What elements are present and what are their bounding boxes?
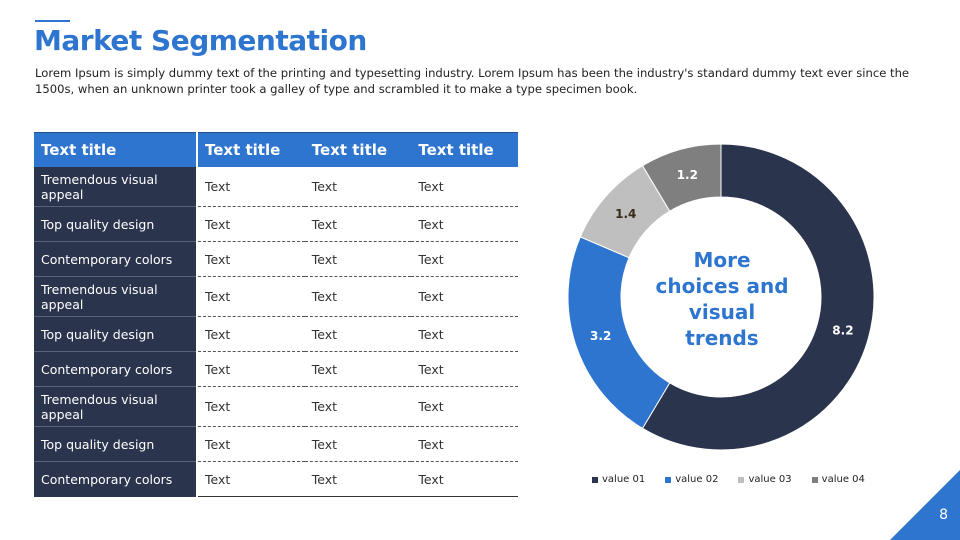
row-label: Tremendous visual appeal [34,276,198,317]
table-cell: Text [304,351,412,387]
table-cell: Text [197,316,305,352]
table-row: Contemporary colors Text Text Text [34,461,518,497]
legend-swatch [665,476,672,483]
table-row: Tremendous visual appeal Text Text Text [34,167,518,207]
table-cell: Text [304,461,412,497]
legend-swatch [811,476,818,483]
table-cell: Text [197,167,305,207]
legend-item: value 01 [592,474,645,485]
table-row: Contemporary colors Text Text Text [34,241,518,277]
table-cell: Text [197,386,305,427]
table-header-cell: Text title [411,132,518,167]
table-cell: Text [411,206,518,242]
row-label: Tremendous visual appeal [34,386,198,427]
legend-swatch [592,476,598,483]
page-subtitle: Lorem Ipsum is simply dummy text of the … [35,66,910,96]
table-cell: Text [304,386,412,427]
table-cell: Text [197,241,305,277]
legend-label: value 01 [602,474,646,485]
table-cell: Text [411,316,518,352]
table-cell: Text [411,461,518,497]
table-cell: Text [411,386,518,427]
table-cell: Text [197,426,305,462]
legend-label: value 04 [821,474,865,485]
table-cell: Text [411,241,518,277]
page-number: 8 [939,507,948,523]
table-cell: Text [304,206,412,242]
table-header-row: Text title Text title Text title Text ti… [34,132,518,167]
legend-item: value 04 [811,474,865,485]
table-cell: Text [411,426,518,462]
row-label: Top quality design [34,316,198,352]
row-label: Contemporary colors [34,461,198,497]
table-row: Tremendous visual appeal Text Text Text [34,386,518,427]
table-cell: Text [411,167,518,207]
donut-slice-1 [641,143,875,451]
table-cell: Text [197,276,305,317]
donut-chart-svg: 8.2 3.2 1.4 1.2 [567,143,875,451]
donut-chart: 8.2 3.2 1.4 1.2 [560,135,890,465]
table-cell: Text [411,276,518,317]
table-row: Top quality design Text Text Text [34,206,518,242]
legend-item: value 02 [665,474,718,485]
donut-data-label: 3.2 [590,329,611,343]
table-row: Tremendous visual appeal Text Text Text [34,276,518,317]
chart-legend: value 01 value 02 value 03 value 04 [592,474,865,485]
table-cell: Text [197,351,305,387]
table-cell: Text [411,351,518,387]
row-label: Contemporary colors [34,241,198,277]
corner-decoration [890,470,960,540]
table-header-cell: Text title [197,132,305,167]
table-row: Contemporary colors Text Text Text [34,351,518,387]
table-header-cell: Text title [304,132,412,167]
donut-data-label: 8.2 [832,324,853,338]
legend-label: value 02 [675,474,719,485]
row-label: Top quality design [34,426,198,462]
row-label: Top quality design [34,206,198,242]
segmentation-table: Text title Text title Text title Text ti… [34,132,518,497]
table-cell: Text [304,241,412,277]
legend-item: value 03 [738,474,792,485]
title-accent-rule [35,20,70,22]
table-cell: Text [304,276,412,317]
donut-slice-4 [641,143,722,212]
table-cell: Text [197,461,305,497]
legend-label: value 03 [748,474,792,485]
table-cell: Text [304,316,412,352]
table-row: Top quality design Text Text Text [34,426,518,462]
donut-data-label: 1.2 [677,168,698,182]
legend-swatch [738,476,745,483]
table-header-cell: Text title [34,132,198,167]
donut-data-label: 1.4 [615,207,636,221]
page-title: Market Segmentation [34,24,367,57]
row-label: Contemporary colors [34,351,198,387]
table-cell: Text [304,167,412,207]
table-row: Top quality design Text Text Text [34,316,518,352]
donut-center-text: More choices and visual trends [655,248,789,350]
row-label: Tremendous visual appeal [34,167,198,207]
table-cell: Text [304,426,412,462]
table-cell: Text [197,206,305,242]
